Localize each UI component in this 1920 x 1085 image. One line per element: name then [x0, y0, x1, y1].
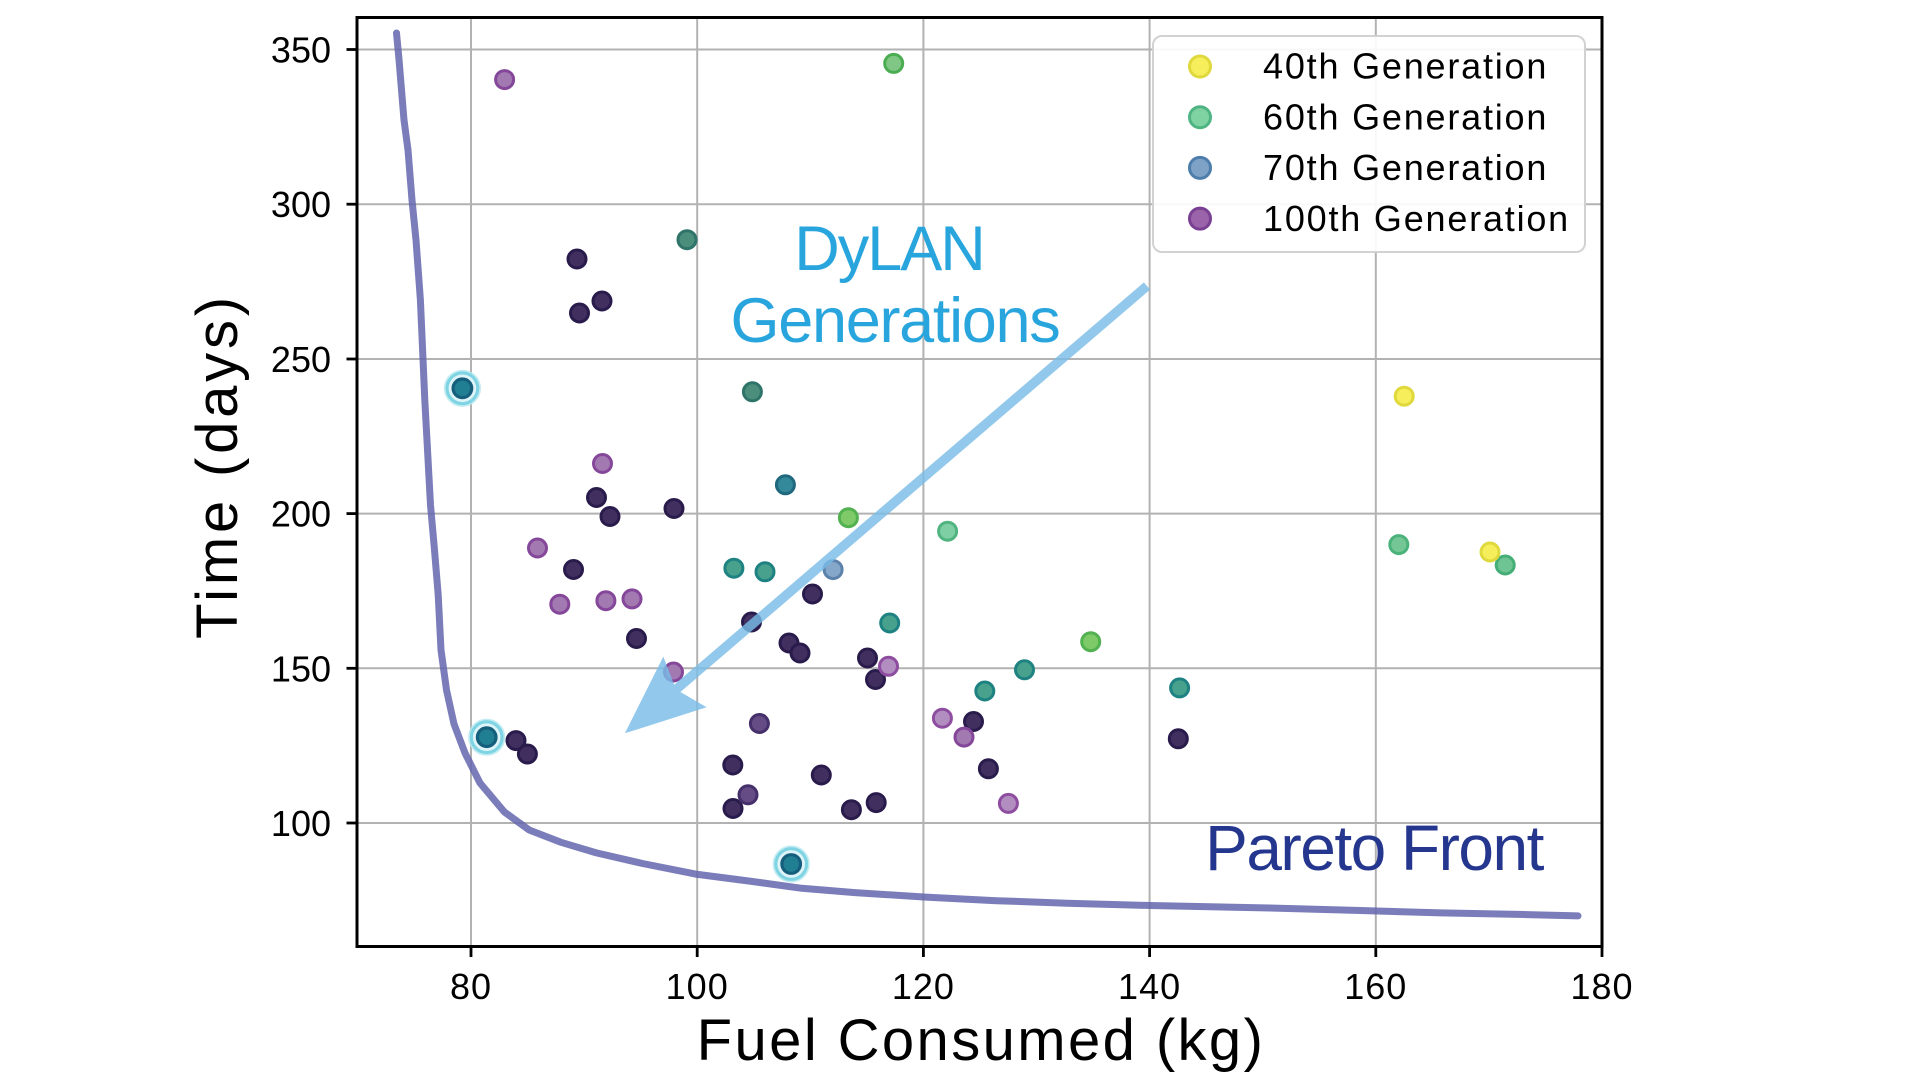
svg-text:Generations: Generations [731, 286, 1060, 356]
svg-text:DyLAN: DyLAN [794, 214, 984, 284]
svg-text:250: 250 [271, 339, 331, 380]
svg-text:40th Generation: 40th Generation [1263, 46, 1548, 87]
svg-text:140: 140 [1118, 966, 1181, 1007]
svg-text:160: 160 [1344, 966, 1407, 1007]
svg-text:Time (days): Time (days) [185, 293, 250, 639]
svg-text:70th Generation: 70th Generation [1263, 147, 1548, 188]
svg-text:Pareto Front: Pareto Front [1205, 812, 1544, 884]
svg-text:200: 200 [271, 494, 331, 535]
svg-text:100: 100 [666, 966, 729, 1007]
svg-text:100: 100 [271, 803, 331, 844]
svg-text:100th Generation: 100th Generation [1263, 198, 1570, 239]
svg-text:300: 300 [271, 184, 331, 225]
svg-text:80: 80 [450, 966, 492, 1007]
svg-text:150: 150 [271, 648, 331, 689]
svg-text:60th Generation: 60th Generation [1263, 96, 1548, 137]
svg-text:120: 120 [892, 966, 955, 1007]
svg-text:Fuel Consumed (kg): Fuel Consumed (kg) [697, 1008, 1266, 1073]
svg-text:350: 350 [271, 30, 331, 71]
svg-text:180: 180 [1570, 966, 1633, 1007]
